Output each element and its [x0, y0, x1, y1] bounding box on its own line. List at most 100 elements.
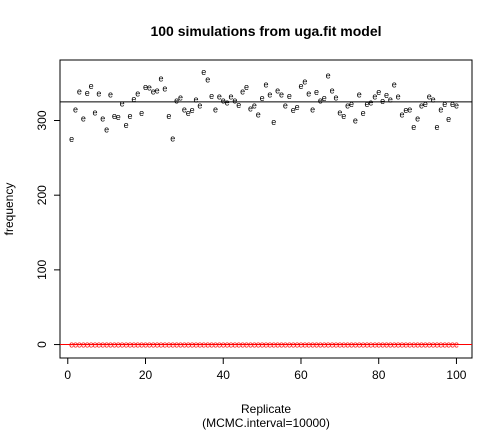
- simulation-point: e: [330, 86, 335, 96]
- y-tick-label: 100: [35, 260, 49, 280]
- simulation-point: e: [438, 104, 443, 114]
- baseline-point: e: [349, 340, 354, 350]
- simulation-point: e: [368, 98, 373, 108]
- simulation-point: e: [454, 101, 459, 111]
- baseline-point: e: [353, 340, 358, 350]
- y-tick-label: 0: [35, 341, 49, 348]
- simulation-point: e: [310, 104, 315, 114]
- simulation-point: e: [131, 94, 136, 104]
- baseline-point: e: [361, 340, 366, 350]
- baseline-point: e: [139, 340, 144, 350]
- baseline-point: e: [120, 340, 125, 350]
- baseline-point: e: [186, 340, 191, 350]
- baseline-point: e: [333, 340, 338, 350]
- baseline-point: e: [291, 340, 296, 350]
- baseline-point: e: [283, 340, 288, 350]
- baseline-point: e: [415, 340, 420, 350]
- x-axis: 0 20 40 60 80 100: [64, 358, 467, 382]
- y-tick-label: 300: [35, 110, 49, 130]
- baseline-point: e: [431, 340, 436, 350]
- baseline-point: e: [427, 340, 432, 350]
- simulation-point: e: [120, 98, 125, 108]
- baseline-point: e: [131, 340, 136, 350]
- baseline-point: e: [100, 340, 105, 350]
- chart-title: 100 simulations from uga.fit model: [150, 23, 381, 39]
- baseline-point: e: [326, 340, 331, 350]
- baseline-point: e: [151, 340, 156, 350]
- simulation-point: e: [252, 101, 257, 111]
- simulation-point: e: [287, 91, 292, 101]
- baseline-point: e: [174, 340, 179, 350]
- simulation-point: e: [435, 122, 440, 132]
- simulation-point: e: [279, 89, 284, 99]
- baseline-point: e: [396, 340, 401, 350]
- plot-frame: [59, 59, 473, 359]
- x-tick-label: 40: [217, 368, 231, 382]
- baseline-point: e: [295, 340, 300, 350]
- baseline-point: e: [244, 340, 249, 350]
- baseline-point: e: [248, 340, 253, 350]
- simulation-point: e: [194, 95, 199, 105]
- simulation-point: e: [263, 80, 268, 90]
- y-axis: 0 100 200 300: [35, 110, 60, 348]
- baseline-point: e: [252, 340, 257, 350]
- baseline-point: e: [357, 340, 362, 350]
- data-points: eeeeeeeeeeeeeeeeeeeeeeeeeeeeeeeeeeeeeeee…: [69, 67, 459, 350]
- baseline-point: e: [236, 340, 241, 350]
- simulation-point: e: [333, 92, 338, 102]
- baseline-point: e: [314, 340, 319, 350]
- baseline-point: e: [263, 340, 268, 350]
- simulation-point: e: [174, 95, 179, 105]
- baseline-point: e: [147, 340, 152, 350]
- baseline-point: e: [365, 340, 370, 350]
- simulation-point: e: [127, 111, 132, 121]
- baseline-point: e: [209, 340, 214, 350]
- simulation-point: e: [345, 101, 350, 111]
- baseline-point: e: [159, 340, 164, 350]
- simulation-point: e: [275, 86, 280, 96]
- baseline-point: e: [166, 340, 171, 350]
- baseline-point: e: [330, 340, 335, 350]
- baseline-point: e: [201, 340, 206, 350]
- simulation-point: e: [380, 96, 385, 106]
- simulation-point: e: [81, 113, 86, 123]
- x-tick-label: 20: [139, 368, 153, 382]
- x-tick-label: 80: [372, 368, 386, 382]
- simulation-point: e: [213, 104, 218, 114]
- baseline-point: e: [341, 340, 346, 350]
- simulation-point: e: [170, 133, 175, 143]
- simulation-point: e: [116, 112, 121, 122]
- baseline-point: e: [213, 340, 218, 350]
- simulation-point: e: [159, 74, 164, 84]
- simulation-point: e: [92, 107, 97, 117]
- simulation-point: e: [108, 89, 113, 99]
- simulation-point: e: [197, 101, 202, 111]
- baseline-point: e: [376, 340, 381, 350]
- simulation-point: e: [112, 111, 117, 121]
- simulation-point: e: [361, 108, 366, 118]
- simulation-point: e: [365, 99, 370, 109]
- baseline-point: e: [271, 340, 276, 350]
- x-tick-label: 0: [64, 368, 71, 382]
- baseline-point: e: [435, 340, 440, 350]
- baseline-point: e: [260, 340, 265, 350]
- simulation-point: e: [139, 108, 144, 118]
- simulation-point: e: [201, 67, 206, 77]
- simulation-point: e: [190, 105, 195, 115]
- baseline-point: e: [400, 340, 405, 350]
- baseline-point: e: [345, 340, 350, 350]
- simulation-point: e: [135, 89, 140, 99]
- baseline-point: e: [267, 340, 272, 350]
- x-axis-sublabel: (MCMC.interval=10000): [202, 416, 330, 430]
- baseline-point: e: [197, 340, 202, 350]
- simulation-point: e: [69, 134, 74, 144]
- baseline-point: e: [194, 340, 199, 350]
- simulation-point: e: [186, 108, 191, 118]
- baseline-point: e: [89, 340, 94, 350]
- baseline-point: e: [411, 340, 416, 350]
- simulation-point: e: [151, 86, 156, 96]
- baseline-point: e: [85, 340, 90, 350]
- simulation-point: e: [306, 89, 311, 99]
- simulation-point: e: [419, 101, 424, 111]
